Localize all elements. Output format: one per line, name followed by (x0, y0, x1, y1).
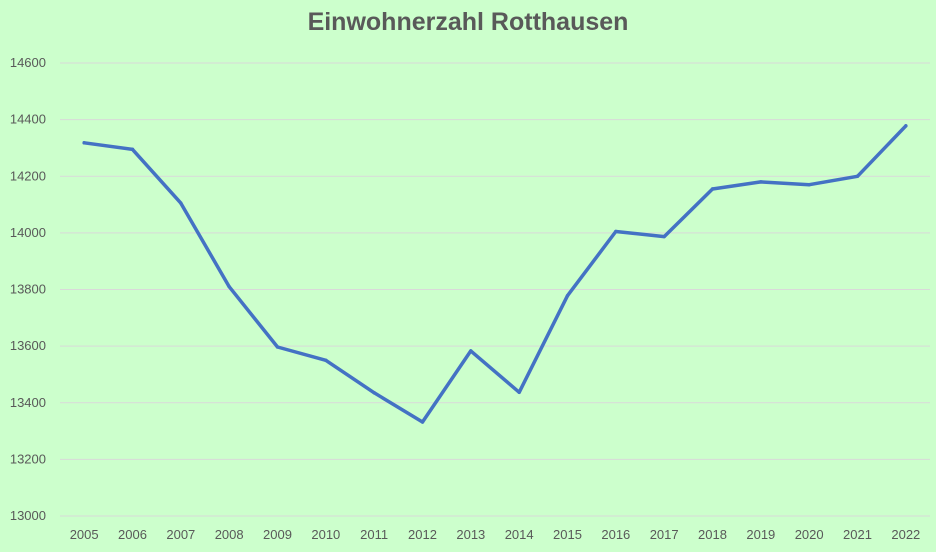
x-tick-label: 2007 (166, 527, 195, 542)
x-tick-label: 2015 (553, 527, 582, 542)
data-point (324, 358, 328, 362)
y-tick-label: 13800 (10, 282, 46, 297)
series-line (82, 124, 908, 424)
x-tick-label: 2017 (650, 527, 679, 542)
x-tick-label: 2005 (70, 527, 99, 542)
data-point (759, 180, 763, 184)
y-tick-label: 13400 (10, 395, 46, 410)
data-point (565, 294, 570, 298)
x-tick-label: 2022 (891, 527, 920, 542)
data-point (855, 174, 860, 178)
data-point (275, 345, 280, 349)
y-tick-label: 14600 (10, 55, 46, 70)
y-tick-label: 14200 (10, 168, 46, 183)
data-point (227, 284, 231, 289)
y-tick-label: 13000 (10, 508, 46, 523)
x-tick-label: 2020 (795, 527, 824, 542)
data-point (179, 201, 183, 205)
y-tick-label: 13600 (10, 338, 46, 353)
data-point (614, 229, 618, 234)
y-tick-label: 14400 (10, 112, 46, 127)
x-tick-label: 2014 (505, 527, 534, 542)
x-tick-label: 2012 (408, 527, 437, 542)
data-point (130, 147, 135, 152)
x-tick-label: 2006 (118, 527, 147, 542)
data-point (469, 349, 473, 353)
x-tick-label: 2011 (360, 527, 388, 542)
data-point (807, 183, 811, 187)
data-point (904, 124, 908, 128)
x-tick-label: 2010 (311, 527, 340, 542)
data-point (662, 234, 666, 239)
data-point (517, 390, 521, 394)
data-point (420, 420, 425, 424)
x-tick-label: 2008 (215, 527, 244, 542)
x-tick-label: 2021 (843, 527, 872, 542)
data-point (82, 141, 86, 145)
data-point (372, 391, 376, 395)
data-point (710, 187, 715, 191)
chart-title: Einwohnerzahl Rotthausen (307, 8, 629, 36)
x-tick-label: 2009 (263, 527, 292, 542)
x-tick-label: 2018 (698, 527, 727, 542)
x-tick-label: 2013 (456, 527, 485, 542)
x-tick-label: 2016 (601, 527, 630, 542)
y-tick-label: 14000 (10, 225, 46, 240)
x-tick-label: 2019 (746, 527, 775, 542)
y-tick-label: 13200 (10, 451, 46, 466)
